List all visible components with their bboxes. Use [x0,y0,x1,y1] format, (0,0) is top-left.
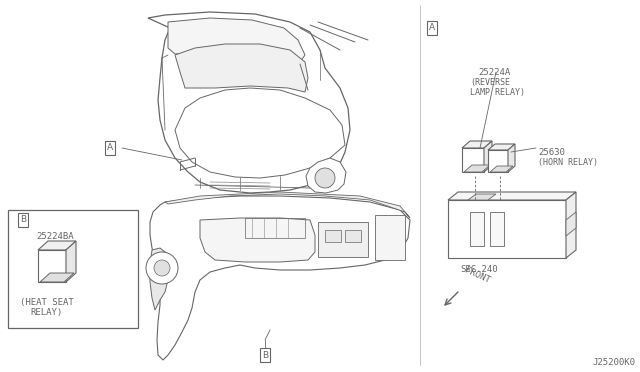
Polygon shape [168,18,305,62]
Polygon shape [38,250,66,282]
Bar [470,212,484,246]
Text: A: A [107,144,113,153]
Text: (HEAT SEAT: (HEAT SEAT [20,298,74,307]
Polygon shape [66,241,76,282]
Bar [345,230,361,242]
Polygon shape [448,200,566,258]
Text: J25200K0: J25200K0 [592,358,635,367]
Text: 25224A: 25224A [478,68,510,77]
Bar [8,210,138,328]
Circle shape [154,260,170,276]
Polygon shape [488,144,515,150]
Circle shape [315,168,335,188]
Text: 25224BA: 25224BA [36,232,74,241]
Bar [318,222,368,257]
Polygon shape [38,241,76,250]
Text: LAMP RELAY): LAMP RELAY) [470,88,525,97]
Polygon shape [175,88,345,178]
Text: B: B [262,350,268,359]
Text: A: A [429,23,435,32]
Polygon shape [462,148,484,172]
Text: (REVERSE: (REVERSE [470,78,510,87]
Bar [245,218,305,238]
Text: FRONT: FRONT [463,266,491,285]
Text: RELAY): RELAY) [30,308,62,317]
Polygon shape [566,212,576,236]
Polygon shape [464,165,490,172]
Polygon shape [200,218,315,262]
Polygon shape [150,248,168,310]
Polygon shape [150,196,410,360]
Text: SEC.240: SEC.240 [460,265,498,274]
Text: (HORN RELAY): (HORN RELAY) [538,158,598,167]
Polygon shape [175,44,308,92]
Polygon shape [484,141,492,172]
Polygon shape [468,194,496,200]
Polygon shape [448,192,576,200]
Polygon shape [508,144,515,172]
Text: 25630: 25630 [538,148,565,157]
Bar [375,215,405,260]
Polygon shape [488,150,508,172]
Polygon shape [165,192,410,218]
Polygon shape [40,273,74,282]
Text: B: B [20,215,26,224]
Polygon shape [148,12,350,193]
Bar [490,212,504,246]
Polygon shape [306,158,346,193]
Polygon shape [462,141,492,148]
Bar [325,230,341,242]
Circle shape [146,252,178,284]
Polygon shape [566,192,576,258]
Polygon shape [490,166,513,172]
